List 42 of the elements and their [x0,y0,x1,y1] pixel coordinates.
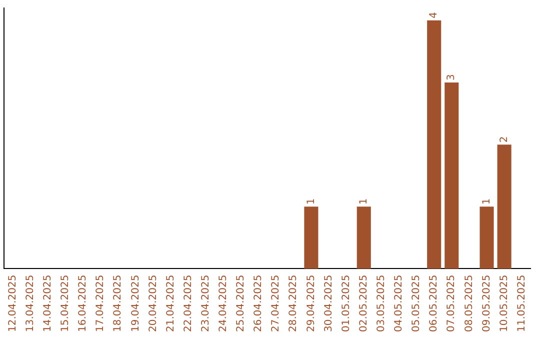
x-tick-label: 17.04.2025 [95,274,106,332]
data-label: 1 [306,198,317,205]
data-label: 2 [498,136,510,143]
x-tick-label: 07.05.2025 [446,274,458,332]
x-tick-label: 11.05.2025 [516,274,528,332]
x-tick-label: 10.05.2025 [498,274,510,332]
x-tick-label: 16.04.2025 [78,274,89,332]
x-tick-label: 04.05.2025 [394,274,405,332]
x-tick-label: 23.04.2025 [200,274,212,332]
x-tick-label: 14.04.2025 [42,274,54,332]
x-tick-label: 13.04.2025 [24,274,36,332]
x-tick-label: 12.04.2025 [7,274,18,332]
bar [356,206,371,269]
x-tick-label: 25.04.2025 [236,274,247,332]
x-tick-label: 18.04.2025 [112,274,124,332]
x-tick-label: 01.05.2025 [340,274,352,332]
x-tick-label: 19.04.2025 [130,274,142,332]
data-label: 4 [428,12,440,18]
bar [304,206,318,269]
x-tick-label: 06.05.2025 [428,274,440,332]
x-tick-label: 02.05.2025 [358,274,370,332]
x-tick-label: 30.04.2025 [323,274,334,332]
x-tick-label: 29.04.2025 [306,274,317,332]
x-tick-label: 05.05.2025 [411,274,422,332]
data-label: 1 [481,198,492,205]
x-tick-label: 15.04.2025 [60,274,72,332]
x-tick-label: 20.04.2025 [148,274,159,332]
bar [480,206,494,269]
x-tick-label: 26.04.2025 [253,274,264,332]
x-tick-label: 09.05.2025 [481,274,492,332]
x-tick-label: 27.04.2025 [270,274,282,332]
bar [497,144,512,269]
x-tick-label: 21.04.2025 [165,274,176,332]
data-label: 1 [358,198,370,205]
x-tick-label: 22.04.2025 [182,274,194,332]
bar [427,20,442,269]
data-label: 3 [446,74,458,80]
x-tick-label: 08.05.2025 [464,274,475,332]
bar [444,82,459,269]
x-tick-label: 28.04.2025 [288,274,300,332]
x-tick-label: 03.05.2025 [376,274,388,332]
x-tick-label: 24.04.2025 [218,274,230,332]
